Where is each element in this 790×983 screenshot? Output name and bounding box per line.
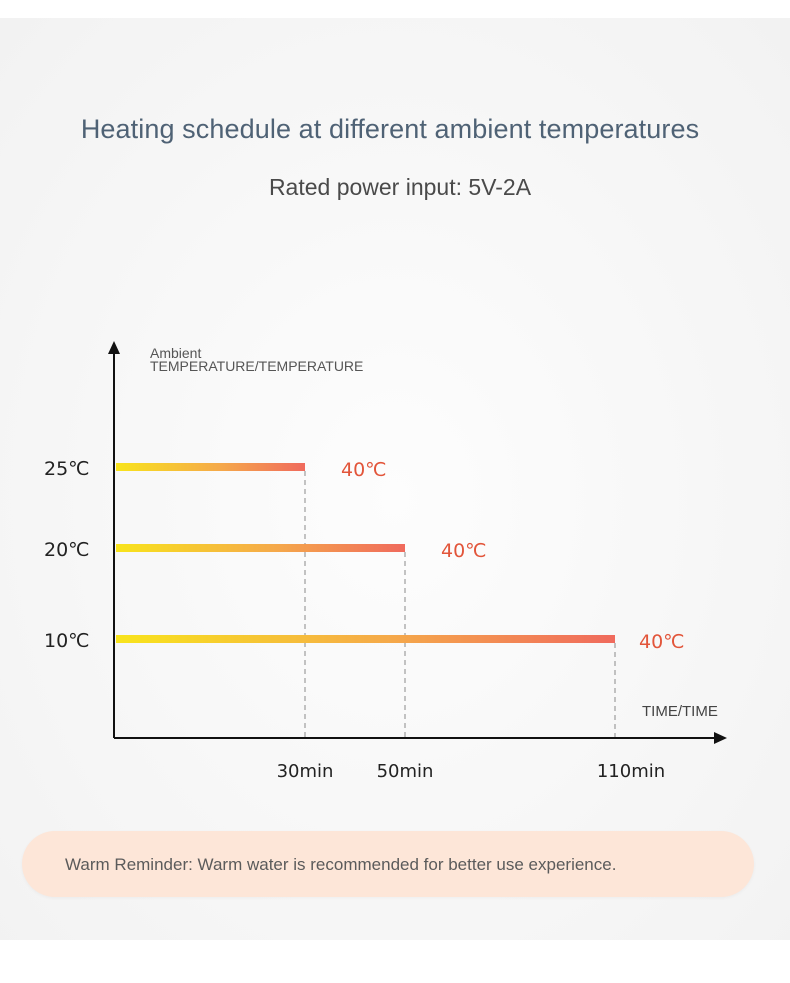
y-axis-label-line2: TEMPERATURE/TEMPERATURE: [150, 358, 363, 374]
y-tick-label-0: 25℃: [44, 458, 90, 480]
bar-0: [116, 463, 305, 471]
page-title: Heating schedule at different ambient te…: [80, 114, 700, 144]
x-axis-label: TIME/TIME: [642, 703, 718, 720]
y-tick-label-2: 10℃: [44, 630, 90, 652]
bar-end-label-1: 40℃: [441, 540, 487, 562]
bar-end-label-0: 40℃: [341, 459, 387, 481]
bar-2: [116, 635, 615, 643]
page-subtitle: Rated power input: 5V-2A: [268, 174, 532, 200]
x-tick-label-0: 30min: [277, 761, 334, 782]
x-tick-label-2: 110min: [597, 761, 665, 782]
bar-1: [116, 544, 405, 552]
y-axis-label-line1: Ambient: [150, 345, 201, 361]
warm-reminder-banner: Warm Reminder: Warm water is recommended…: [22, 831, 754, 897]
y-tick-label-1: 20℃: [44, 539, 90, 561]
chart-axes: [108, 341, 727, 744]
x-axis-arrow: [714, 732, 727, 744]
x-tick-label-1: 50min: [377, 761, 434, 782]
chart-bars: [116, 463, 616, 737]
warm-reminder-text: Warm Reminder: Warm water is recommended…: [65, 855, 617, 874]
y-axis-arrow: [108, 341, 120, 354]
content-panel: [0, 18, 790, 940]
bar-end-label-2: 40℃: [639, 631, 685, 653]
